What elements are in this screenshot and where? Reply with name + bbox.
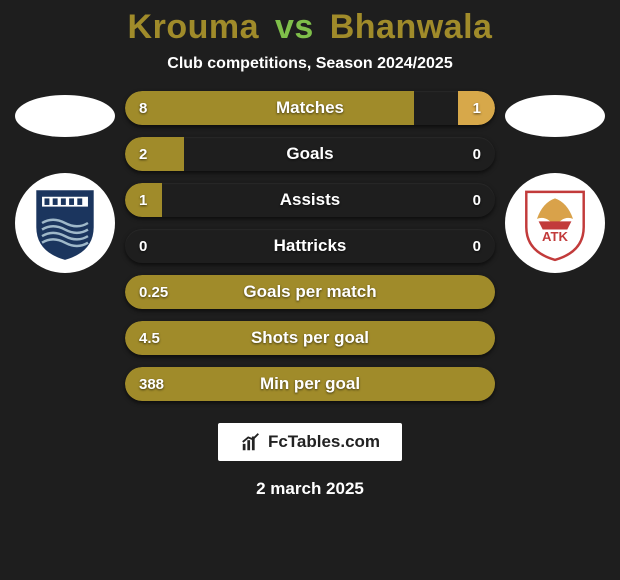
subtitle: Club competitions, Season 2024/2025 xyxy=(167,55,452,73)
stat-bar: 81Matches xyxy=(125,91,495,125)
stat-bar: 00Hattricks xyxy=(125,229,495,263)
brand-box: FcTables.com xyxy=(218,423,402,461)
bar-label: Assists xyxy=(125,183,495,217)
right-club-badge: ATK xyxy=(505,173,605,273)
player1-name: Krouma xyxy=(128,8,259,46)
bar-label: Goals xyxy=(125,137,495,171)
page-title: Krouma vs Bhanwala xyxy=(128,8,493,47)
stat-bar: 10Assists xyxy=(125,183,495,217)
right-flag-oval xyxy=(505,95,605,137)
stat-bar: 20Goals xyxy=(125,137,495,171)
right-side: ATK xyxy=(495,91,615,273)
bar-label: Matches xyxy=(125,91,495,125)
svg-text:ATK: ATK xyxy=(542,229,569,244)
infographic-container: Krouma vs Bhanwala Club competitions, Se… xyxy=(0,0,620,580)
stat-bars: 81Matches 20Goals 10Assists 00Hattricks 0.25… xyxy=(125,91,495,401)
bar-label: Shots per goal xyxy=(125,321,495,355)
brand-text: FcTables.com xyxy=(268,432,380,452)
left-club-badge xyxy=(15,173,115,273)
player2-name: Bhanwala xyxy=(330,8,493,46)
bar-label: Hattricks xyxy=(125,229,495,263)
left-side xyxy=(5,91,125,273)
stat-bar: 388Min per goal xyxy=(125,367,495,401)
mumbai-city-crest-icon xyxy=(24,182,106,264)
left-flag-oval xyxy=(15,95,115,137)
main-row: 81Matches 20Goals 10Assists 00Hattricks 0.25… xyxy=(0,91,620,401)
bar-label: Goals per match xyxy=(125,275,495,309)
stat-bar: 4.5Shots per goal xyxy=(125,321,495,355)
date-text: 2 march 2025 xyxy=(256,479,364,499)
atk-crest-icon: ATK xyxy=(514,182,596,264)
bar-label: Min per goal xyxy=(125,367,495,401)
stat-bar: 0.25Goals per match xyxy=(125,275,495,309)
chart-icon xyxy=(240,431,262,453)
vs-text: vs xyxy=(275,8,314,46)
